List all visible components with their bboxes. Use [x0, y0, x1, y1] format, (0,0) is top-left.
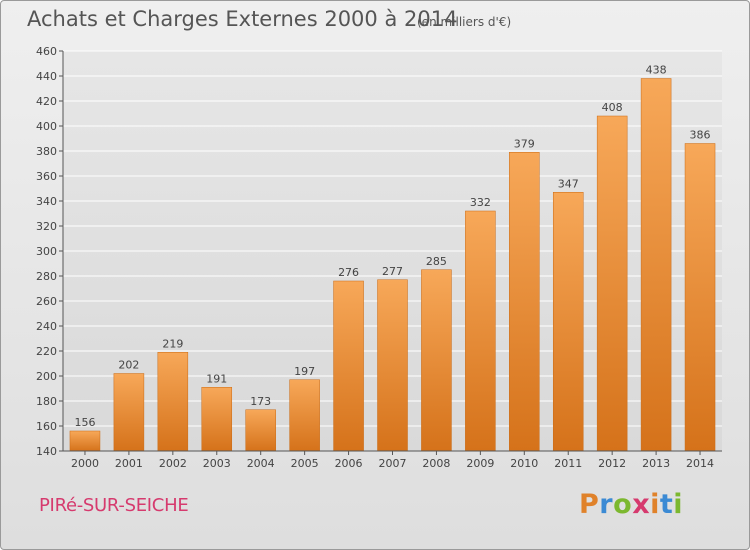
x-tick-label: 2007	[379, 457, 407, 470]
bar-value-label: 197	[294, 365, 315, 378]
bar-value-label: 173	[250, 395, 271, 408]
y-tick-label: 140	[36, 445, 57, 458]
proxiti-logo: Proxiti	[579, 489, 684, 520]
y-tick-label: 460	[36, 45, 57, 58]
x-tick-label: 2011	[554, 457, 582, 470]
bar-value-label: 202	[118, 359, 139, 372]
y-tick-label: 220	[36, 345, 57, 358]
x-tick-label: 2006	[335, 457, 363, 470]
y-tick-label: 160	[36, 420, 57, 433]
bar-value-label: 438	[646, 64, 667, 77]
bar	[552, 192, 584, 452]
bar-value-label: 191	[206, 372, 227, 385]
bar-value-label: 277	[382, 265, 403, 278]
bar	[201, 387, 233, 452]
y-tick-label: 360	[36, 170, 57, 183]
bar-value-label: 219	[162, 337, 183, 350]
x-tick-label: 2001	[115, 457, 143, 470]
bar-value-label: 386	[690, 129, 711, 142]
bar-value-label: 408	[602, 101, 623, 114]
bar	[465, 210, 496, 452]
x-tick-label: 2010	[510, 457, 538, 470]
x-tick-label: 2012	[598, 457, 626, 470]
data-labels: 156 202 219 191 173 197 276 277 285 332 379 347 408 4…	[74, 64, 710, 430]
y-tick-label: 340	[36, 195, 57, 208]
x-tick-label: 2000	[71, 457, 99, 470]
y-tick-label: 320	[36, 220, 57, 233]
x-tick-label: 2004	[247, 457, 275, 470]
x-tick-label: 2003	[203, 457, 231, 470]
bar-value-label: 379	[514, 137, 535, 150]
x-tick-label: 2014	[686, 457, 714, 470]
bar-value-label: 276	[338, 266, 359, 279]
bar	[245, 409, 276, 452]
bar-value-label: 332	[470, 196, 491, 209]
y-tick-label: 440	[36, 70, 57, 83]
bar-value-label: 156	[74, 416, 95, 429]
bar	[596, 115, 628, 452]
bar	[684, 143, 716, 452]
chart-title: Achats et Charges Externes 2000 à 2014	[27, 7, 458, 31]
y-tick-label: 400	[36, 120, 57, 133]
x-tick-label: 2009	[466, 457, 494, 470]
bar	[377, 279, 408, 452]
bar	[289, 379, 320, 452]
y-tick-label: 280	[36, 270, 57, 283]
y-tick-label: 300	[36, 245, 57, 258]
commune-name: PIRé-SUR-SEICHE	[39, 495, 189, 516]
bar	[333, 280, 364, 452]
y-tick-label: 260	[36, 295, 57, 308]
bar	[509, 152, 540, 452]
axes: 140 160 180 200 220 240 260 280 300 320 340 360 380 4…	[36, 45, 722, 470]
bar	[421, 269, 452, 452]
bar	[640, 78, 672, 452]
bar-value-label: 285	[426, 255, 447, 268]
bar	[157, 352, 189, 452]
bars	[69, 78, 716, 452]
bar	[69, 430, 101, 452]
y-tick-label: 200	[36, 370, 57, 383]
bar	[113, 373, 145, 452]
y-tick-label: 380	[36, 145, 57, 158]
x-tick-label: 2005	[291, 457, 319, 470]
x-tick-label: 2013	[642, 457, 670, 470]
x-tick-label: 2008	[422, 457, 450, 470]
x-tick-label: 2002	[159, 457, 187, 470]
chart-subtitle: (en milliers d'€)	[417, 15, 512, 29]
y-tick-label: 240	[36, 320, 57, 333]
bar-value-label: 347	[558, 177, 579, 190]
y-tick-label: 420	[36, 95, 57, 108]
y-tick-label: 180	[36, 395, 57, 408]
